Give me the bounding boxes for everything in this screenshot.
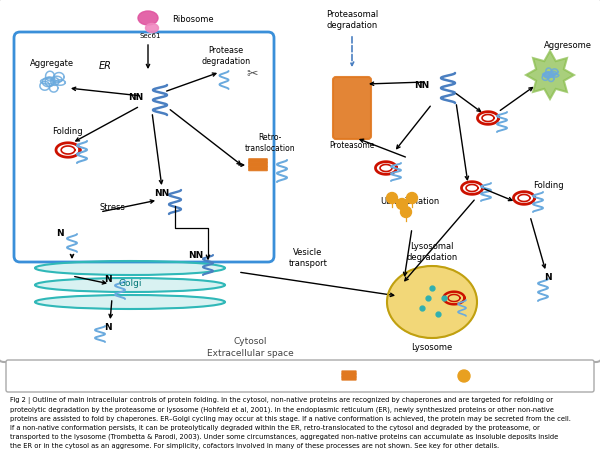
Text: Sec61: Sec61 xyxy=(140,33,161,39)
Text: N: N xyxy=(544,273,552,283)
Ellipse shape xyxy=(35,278,225,292)
Text: N: N xyxy=(56,229,64,238)
Text: Non-native protein: Non-native protein xyxy=(112,371,187,380)
Text: Protease
degradation: Protease degradation xyxy=(202,46,251,66)
Text: Ribosome: Ribosome xyxy=(172,16,214,25)
Text: N: N xyxy=(14,371,22,381)
Text: NN: NN xyxy=(188,252,203,261)
Circle shape xyxy=(386,193,398,203)
FancyBboxPatch shape xyxy=(0,0,600,362)
Circle shape xyxy=(401,207,412,218)
Text: NN: NN xyxy=(154,188,170,197)
Text: Ubiquitination: Ubiquitination xyxy=(380,197,440,207)
Text: ER: ER xyxy=(98,61,112,71)
Ellipse shape xyxy=(387,266,477,338)
Ellipse shape xyxy=(35,261,225,275)
Circle shape xyxy=(458,370,470,382)
Text: ✂: ✂ xyxy=(246,67,258,81)
FancyBboxPatch shape xyxy=(248,162,268,167)
Text: Extracellular space: Extracellular space xyxy=(206,349,293,359)
Text: ✂: ✂ xyxy=(275,370,285,382)
FancyBboxPatch shape xyxy=(342,377,356,380)
FancyBboxPatch shape xyxy=(342,371,356,374)
Text: Native protein: Native protein xyxy=(24,371,81,380)
Text: Ubiquitin: Ubiquitin xyxy=(478,371,514,380)
Text: Transmembrane channel: Transmembrane channel xyxy=(370,371,470,380)
Polygon shape xyxy=(526,51,574,99)
Text: N: N xyxy=(104,276,112,285)
FancyBboxPatch shape xyxy=(248,167,268,171)
Text: Golgi: Golgi xyxy=(118,279,142,288)
FancyBboxPatch shape xyxy=(342,374,356,377)
Text: NN: NN xyxy=(415,82,430,91)
Text: Retro-
translocation: Retro- translocation xyxy=(245,133,295,153)
Text: Cytosol: Cytosol xyxy=(233,337,267,346)
Ellipse shape xyxy=(146,24,158,33)
Text: Lysosomal
degradation: Lysosomal degradation xyxy=(406,242,458,261)
Ellipse shape xyxy=(138,11,158,25)
Text: NN: NN xyxy=(96,371,112,381)
FancyBboxPatch shape xyxy=(6,360,594,392)
Text: Folding: Folding xyxy=(533,182,563,191)
Text: Fig 2 | Outline of main intracellular controls of protein folding. In the cytoso: Fig 2 | Outline of main intracellular co… xyxy=(10,397,571,449)
FancyBboxPatch shape xyxy=(333,77,371,139)
Circle shape xyxy=(397,199,407,210)
FancyBboxPatch shape xyxy=(248,159,268,163)
Circle shape xyxy=(407,193,418,203)
Text: Proteasomal
degradation: Proteasomal degradation xyxy=(326,10,378,30)
Text: N: N xyxy=(104,323,112,332)
Text: Protease: Protease xyxy=(292,371,327,380)
Text: Aggresome: Aggresome xyxy=(544,41,592,50)
Ellipse shape xyxy=(35,295,225,309)
Text: Stress: Stress xyxy=(99,203,125,212)
Text: NN: NN xyxy=(128,93,143,101)
Text: Folding: Folding xyxy=(52,126,83,135)
Text: Aggregate: Aggregate xyxy=(30,59,74,68)
Text: Lysosome: Lysosome xyxy=(412,344,452,353)
Text: Vesicle
transport: Vesicle transport xyxy=(289,248,328,268)
Text: Proteasome: Proteasome xyxy=(329,142,374,151)
Text: Chaperone: Chaperone xyxy=(218,371,262,380)
